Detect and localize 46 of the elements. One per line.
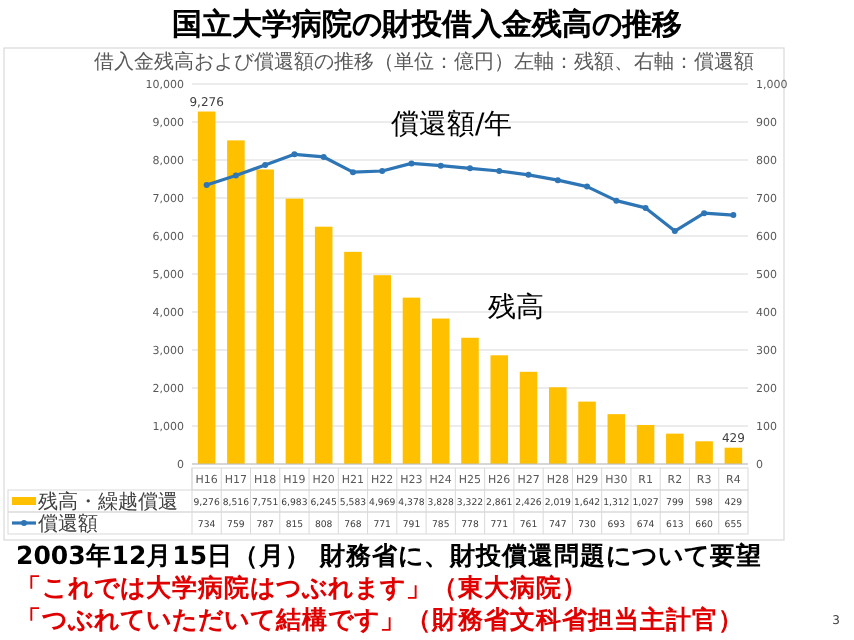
legend-label: 残高・繰越償還 [38,490,178,514]
bar [578,401,596,464]
bar [636,424,655,464]
point [291,151,298,158]
annotation: 償還額/年 [390,109,513,142]
bar [549,387,567,464]
bar [344,251,362,464]
point [642,204,649,211]
bar [431,318,450,464]
point [437,162,444,169]
point [203,182,210,189]
text: 「つぶれていただいて結構です」（財務省文科省担当主計官） [16,604,744,634]
bar [227,140,245,464]
point [671,228,678,235]
line-series [203,151,737,235]
bar [666,433,684,464]
bar [402,297,421,464]
text: 2003年12月15日（月） 財務省に、財投償還問題について要望 [16,540,762,570]
bar [373,275,391,464]
point [232,172,239,179]
bar [285,198,304,464]
bar [197,111,216,464]
point [467,165,473,172]
point [408,160,415,167]
point [730,212,737,219]
legend-label: 償還額 [38,512,98,536]
text: 「これでは大学病院はつぶれます」（東大病院） [16,572,588,602]
bar [607,414,626,464]
bar [490,355,509,464]
bar [461,337,479,464]
chart-title: 国立大学病院の財投借入金残高の推移 [172,6,682,42]
point [701,210,708,217]
point [613,197,620,204]
bar [519,371,538,464]
point [262,161,269,168]
point [525,171,532,178]
point [349,169,356,176]
bar [256,169,274,464]
chart-subtitle: 借入金残高および償還額の推移（単位：億円）左軸：残額、右軸：償還額 [94,50,754,74]
point [554,177,561,184]
point [379,168,386,175]
annotation: 残高 [487,291,544,324]
point [584,183,591,190]
bar [314,226,333,464]
point [320,153,327,160]
bar [695,441,713,464]
